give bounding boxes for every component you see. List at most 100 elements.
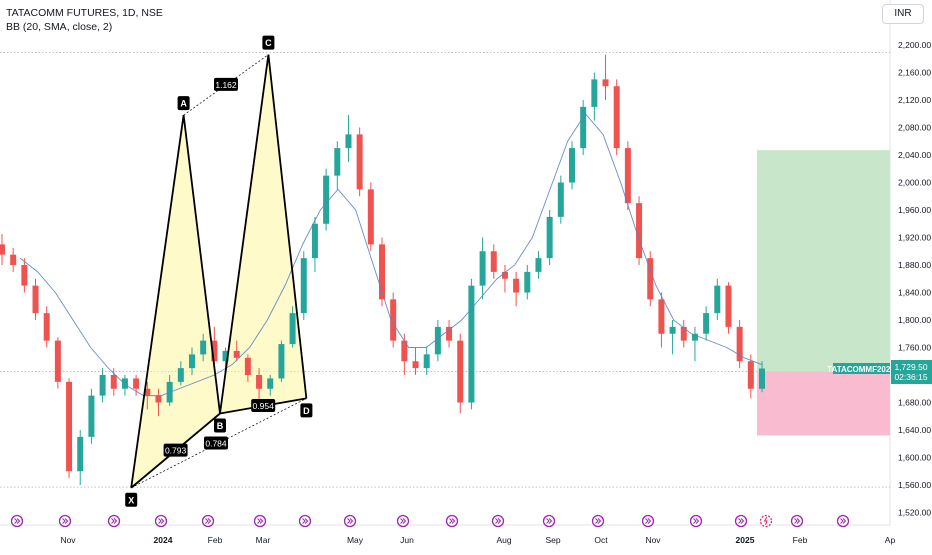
candle-body: [32, 285, 39, 314]
point-label-bg: [214, 418, 226, 433]
point-label-x: X: [128, 495, 134, 505]
time-tick-label: 2024: [154, 535, 173, 545]
xabcd-pattern[interactable]: [131, 54, 307, 488]
time-tick-label: Mar: [256, 535, 271, 545]
lightning-icon: [763, 516, 768, 526]
candle-body: [222, 350, 229, 362]
ratio-label-bg: [163, 443, 188, 457]
candle-body: [546, 216, 553, 259]
candle-body: [88, 395, 95, 437]
time-tick-label: Ap: [885, 535, 896, 545]
event-icon-chevrons: [794, 518, 801, 524]
event-icon-chevrons: [257, 518, 264, 524]
time-axis[interactable]: Nov 2024 Feb Mar May Jun Aug Sep Oct Nov 2025 Feb Ap: [60, 535, 895, 545]
point-label-bg: [125, 492, 138, 507]
price-tick-label: 1,760.00: [898, 343, 931, 353]
candle: [155, 388, 162, 417]
candle: [99, 368, 106, 403]
ratio-label: 1.162: [215, 80, 237, 90]
event-icon-chevrons: [595, 518, 602, 524]
event-icon-chevrons: [400, 518, 407, 524]
indicator-legend[interactable]: BB (20, SMA, close, 2): [6, 21, 113, 33]
candle-body: [244, 357, 251, 375]
candle: [669, 320, 676, 355]
candle: [110, 368, 117, 396]
currency-badge[interactable]: INR: [882, 4, 924, 24]
event-icon-chevrons: [645, 518, 652, 524]
dividend-event-icon: [491, 514, 505, 528]
dividend-event-icon: [298, 514, 312, 528]
time-tick-label: 2025: [736, 535, 755, 545]
time-tick-label: Sep: [545, 535, 560, 545]
candle: [658, 292, 665, 348]
price-tick-label: 2,000.00: [898, 178, 931, 188]
candle-body: [613, 86, 620, 149]
candle-body: [323, 175, 330, 224]
candle-body: [121, 378, 128, 389]
candle: [557, 175, 564, 224]
candle-body: [334, 148, 341, 176]
candle-body: [189, 354, 195, 369]
candle: [725, 282, 732, 334]
candle: [121, 375, 128, 396]
event-icon-chevrons: [546, 518, 553, 524]
price-tick-label: 1,840.00: [898, 288, 931, 298]
price-axis[interactable]: 1,520.00 1,560.00 1,600.00 1,640.00 1,680.00…: [898, 40, 931, 518]
long-position-tool[interactable]: [757, 150, 890, 436]
event-icon-chevrons: [158, 518, 165, 524]
candle-body: [591, 79, 598, 107]
candle-body: [267, 378, 274, 389]
candle: [177, 361, 184, 386]
event-icon-chevrons: [62, 518, 69, 524]
event-icon-chevrons: [449, 518, 456, 524]
candle-body: [669, 326, 676, 334]
point-label-a: A: [180, 99, 187, 109]
ratio-label: 0.793: [165, 446, 187, 456]
dividend-event-icon: [253, 514, 267, 528]
candle: [524, 265, 531, 300]
leg-cd: [267, 54, 308, 399]
candle-body: [379, 244, 385, 300]
price-tag-symbol: TATACOMMF2025: [827, 365, 895, 374]
candle-body: [703, 313, 710, 334]
candle: [10, 247, 17, 272]
candle: [691, 326, 698, 362]
event-icon-chevrons: [111, 518, 118, 524]
point-label-c: C: [265, 38, 272, 48]
candle-body: [602, 79, 609, 87]
candle: [714, 278, 721, 320]
event-icons-row[interactable]: [10, 514, 850, 528]
event-icon-chevrons: [495, 518, 502, 524]
candle: [602, 54, 609, 100]
price-tick-label: 1,800.00: [898, 315, 931, 325]
dividend-event-icon: [445, 514, 459, 528]
candle-body: [557, 182, 564, 217]
dividend-event-icon: [542, 514, 556, 528]
price-tag-price: 1,729.50: [894, 362, 927, 372]
dividend-event-icon: [689, 514, 703, 528]
candle-body: [345, 134, 352, 149]
point-label-bg: [177, 96, 190, 111]
candle-body: [412, 361, 419, 369]
candle: [446, 320, 453, 348]
candle-body: [747, 361, 754, 389]
candle-body: [691, 333, 698, 341]
position-stop-zone: [757, 371, 890, 436]
candle-body: [490, 251, 497, 272]
candle-body: [680, 326, 687, 341]
dividend-event-icon: [58, 514, 72, 528]
price-tag-countdown: 02:36:15: [894, 372, 927, 382]
symbol-title[interactable]: TATACOMM FUTURES, 1D, NSE: [6, 7, 163, 19]
candle: [580, 100, 587, 155]
candle-body: [289, 313, 296, 345]
ratio-label: 0.954: [253, 401, 275, 411]
candle: [736, 320, 743, 369]
candle: [501, 265, 508, 293]
candle: [233, 340, 240, 362]
event-icon-chevrons: [14, 518, 21, 524]
price-tick-label: 1,520.00: [898, 508, 931, 518]
candle-body: [66, 381, 73, 472]
candle-body: [759, 368, 765, 389]
candle: [423, 347, 430, 375]
